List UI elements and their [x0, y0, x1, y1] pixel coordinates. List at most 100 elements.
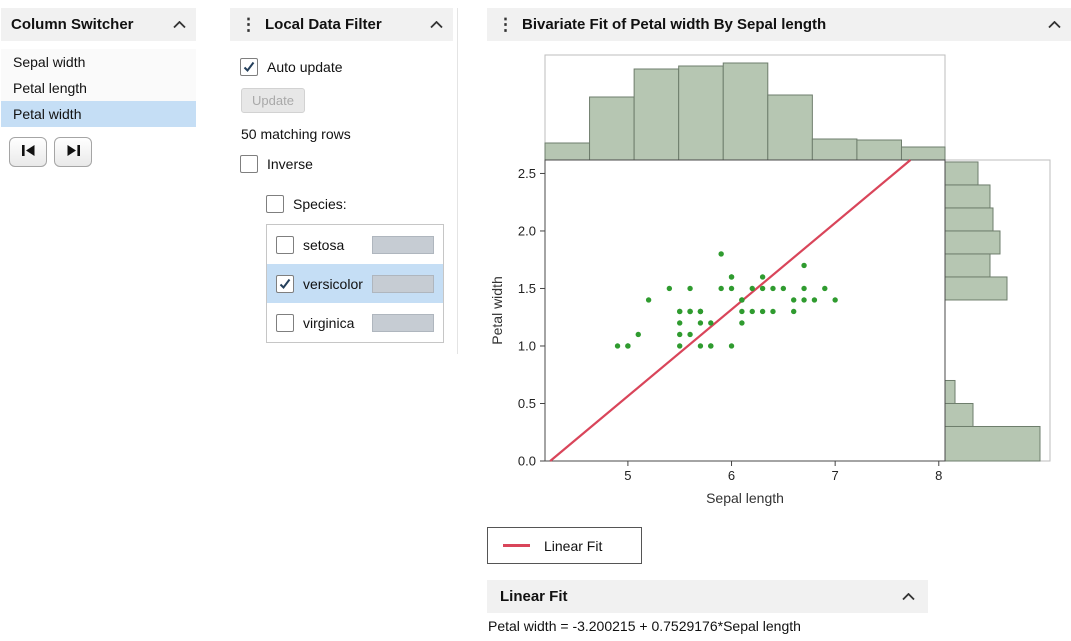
species-level-histogram-bar[interactable] [372, 274, 434, 293]
scatter-point[interactable] [801, 262, 807, 269]
scatter-point[interactable] [728, 285, 735, 292]
bivariate-plot-svg[interactable]: 0.0 0.5 1.0 1.5 2.0 2.5 5 6 7 8 Sepal length Petal … [487, 40, 1071, 526]
scatter-point[interactable] [718, 251, 724, 257]
scatter-point[interactable] [708, 320, 714, 326]
scatter-point[interactable] [687, 331, 693, 338]
top-histogram-bar[interactable] [633, 68, 680, 161]
scatter-point[interactable] [677, 320, 683, 326]
scatter-point[interactable] [677, 331, 683, 338]
right-histogram-bar[interactable] [944, 161, 979, 186]
right-histogram-bar[interactable] [944, 379, 956, 404]
right-histogram-bar[interactable] [944, 402, 974, 427]
species-level-histogram-bar[interactable] [372, 313, 434, 332]
bivariate-chart[interactable]: 0.0 0.5 1.0 1.5 2.0 2.5 5 6 7 8 Sepal length Petal … [487, 40, 1071, 526]
update-button[interactable]: Update [241, 88, 305, 113]
scatter-point[interactable] [832, 297, 838, 303]
scatter-point[interactable] [728, 343, 735, 349]
scatter-point[interactable] [791, 308, 797, 315]
next-column-button[interactable] [54, 137, 92, 167]
scatter-point[interactable] [801, 285, 807, 292]
kebab-menu-icon[interactable]: ⋮ [240, 15, 257, 34]
column-item-petal-width[interactable]: Petal width [1, 101, 196, 127]
auto-update-checkbox[interactable] [240, 58, 258, 76]
column-item-petal-length[interactable]: Petal length [1, 75, 196, 101]
top-histogram-bar[interactable] [811, 138, 858, 161]
chevron-up-icon[interactable] [430, 20, 443, 29]
column-item-sepal-width[interactable]: Sepal width [1, 49, 196, 75]
scatter-point[interactable] [666, 285, 673, 292]
scatter-point[interactable] [677, 343, 683, 349]
right-histogram-bar[interactable] [944, 276, 1008, 301]
scatter-point[interactable] [625, 343, 631, 349]
species-level-virginica[interactable]: virginica [267, 303, 443, 342]
linear-fit-header[interactable]: Linear Fit [487, 580, 928, 613]
kebab-menu-icon[interactable]: ⋮ [497, 15, 514, 34]
species-level-histogram-bar[interactable] [372, 235, 434, 254]
top-histogram-bar[interactable] [678, 65, 724, 161]
chevron-up-icon[interactable] [902, 592, 915, 601]
scatter-point[interactable] [749, 285, 755, 292]
species-checkbox[interactable] [266, 195, 284, 213]
scatter-point[interactable] [728, 274, 735, 280]
scatter-point[interactable] [811, 297, 818, 303]
scatter-point[interactable] [739, 308, 745, 315]
scatter-point[interactable] [791, 297, 797, 303]
right-histogram-bar[interactable] [944, 230, 1001, 255]
local-data-filter-header[interactable]: ⋮ Local Data Filter [230, 8, 453, 41]
scatter-point[interactable] [739, 297, 745, 303]
column-switcher-header[interactable]: Column Switcher [1, 8, 196, 41]
species-filter-toggle[interactable]: Species: [266, 195, 443, 213]
virginica-checkbox[interactable] [276, 313, 294, 332]
scatter-point[interactable] [697, 320, 704, 326]
fit-legend-box[interactable]: Linear Fit [487, 527, 642, 564]
scatter-point[interactable] [708, 343, 714, 349]
scatter-point[interactable] [770, 285, 776, 292]
setosa-checkbox[interactable] [276, 235, 294, 254]
chevron-up-icon[interactable] [173, 20, 186, 29]
scatter-point[interactable] [614, 343, 621, 349]
scatter-point[interactable] [759, 308, 766, 315]
right-histogram-bar[interactable] [944, 253, 991, 278]
inverse-label: Inverse [267, 156, 313, 172]
scatter-point[interactable] [780, 285, 787, 292]
right-histogram-bar[interactable] [944, 425, 1041, 462]
scatter-point[interactable] [759, 274, 766, 280]
scatter-point[interactable] [635, 331, 641, 338]
inverse-checkbox[interactable] [240, 155, 258, 173]
top-histogram-bar[interactable] [767, 94, 813, 161]
scatter-point[interactable] [687, 308, 693, 315]
inverse-toggle[interactable]: Inverse [240, 155, 443, 173]
fit-line[interactable] [549, 159, 912, 462]
scatter-point[interactable] [645, 297, 652, 303]
scatter-point[interactable] [770, 308, 776, 315]
top-histogram-bar[interactable] [856, 139, 902, 161]
scatter-point[interactable] [687, 285, 693, 292]
y-tick-label: 0.0 [518, 454, 536, 469]
right-histogram-bar[interactable] [944, 184, 991, 209]
top-histogram-bar[interactable] [544, 142, 591, 161]
species-level-versicolor[interactable]: versicolor [267, 264, 443, 303]
scatter-point[interactable] [739, 320, 745, 326]
x-tick-label: 6 [728, 468, 735, 483]
species-level-setosa[interactable]: setosa [267, 225, 443, 264]
scatter-point[interactable] [801, 297, 807, 303]
previous-column-button[interactable] [9, 137, 47, 167]
right-histogram-bar[interactable] [944, 207, 994, 232]
versicolor-checkbox[interactable] [276, 274, 294, 293]
scatter-point[interactable] [822, 285, 828, 292]
scatter-point[interactable] [697, 308, 704, 315]
top-histogram-bar[interactable] [722, 62, 769, 161]
auto-update-toggle[interactable]: Auto update [240, 58, 443, 76]
top-histogram-bar[interactable] [589, 96, 635, 161]
x-tick-label: 7 [832, 468, 839, 483]
y-tick-label: 2.0 [518, 223, 536, 238]
scatter-point[interactable] [677, 308, 683, 315]
local-data-filter-title: Local Data Filter [265, 16, 382, 33]
chevron-up-icon[interactable] [1048, 20, 1061, 29]
scatter-point[interactable] [718, 285, 724, 292]
bivariate-header[interactable]: ⋮ Bivariate Fit of Petal width By Sepal … [487, 8, 1071, 41]
scatter-point[interactable] [697, 343, 704, 349]
scatter-point[interactable] [759, 285, 766, 292]
scatter-point[interactable] [749, 308, 755, 315]
top-histogram-bar[interactable] [900, 146, 946, 161]
